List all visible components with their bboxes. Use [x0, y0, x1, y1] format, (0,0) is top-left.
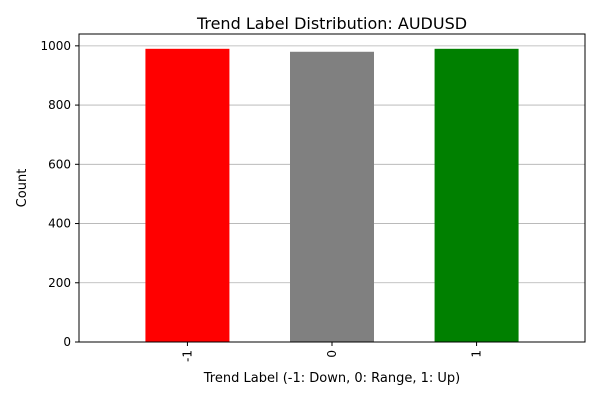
- y-tick-label-600: 600: [48, 157, 71, 171]
- y-tick-label-0: 0: [63, 335, 71, 349]
- x-tick-label-0: 0: [325, 350, 339, 358]
- x-tick-label--1: -1: [180, 350, 194, 362]
- y-tick-label-1000: 1000: [40, 39, 71, 53]
- bars: [145, 48, 519, 343]
- bar-1: [434, 48, 519, 343]
- y-axis-ticks: 0 200 400 600 800 1000: [40, 39, 79, 349]
- x-axis-label: Trend Label (-1: Down, 0: Range, 1: Up): [203, 371, 460, 386]
- chart-title: Trend Label Distribution: AUDUSD: [196, 14, 467, 33]
- y-tick-label-400: 400: [48, 217, 71, 231]
- x-tick-label-1: 1: [470, 350, 484, 358]
- x-axis-ticks: -1 0 1: [180, 342, 484, 362]
- y-tick-label-800: 800: [48, 98, 71, 112]
- bar-0: [290, 51, 374, 343]
- y-axis-label: Count: [15, 169, 30, 208]
- bar--1: [145, 48, 230, 343]
- y-tick-label-200: 200: [48, 276, 71, 290]
